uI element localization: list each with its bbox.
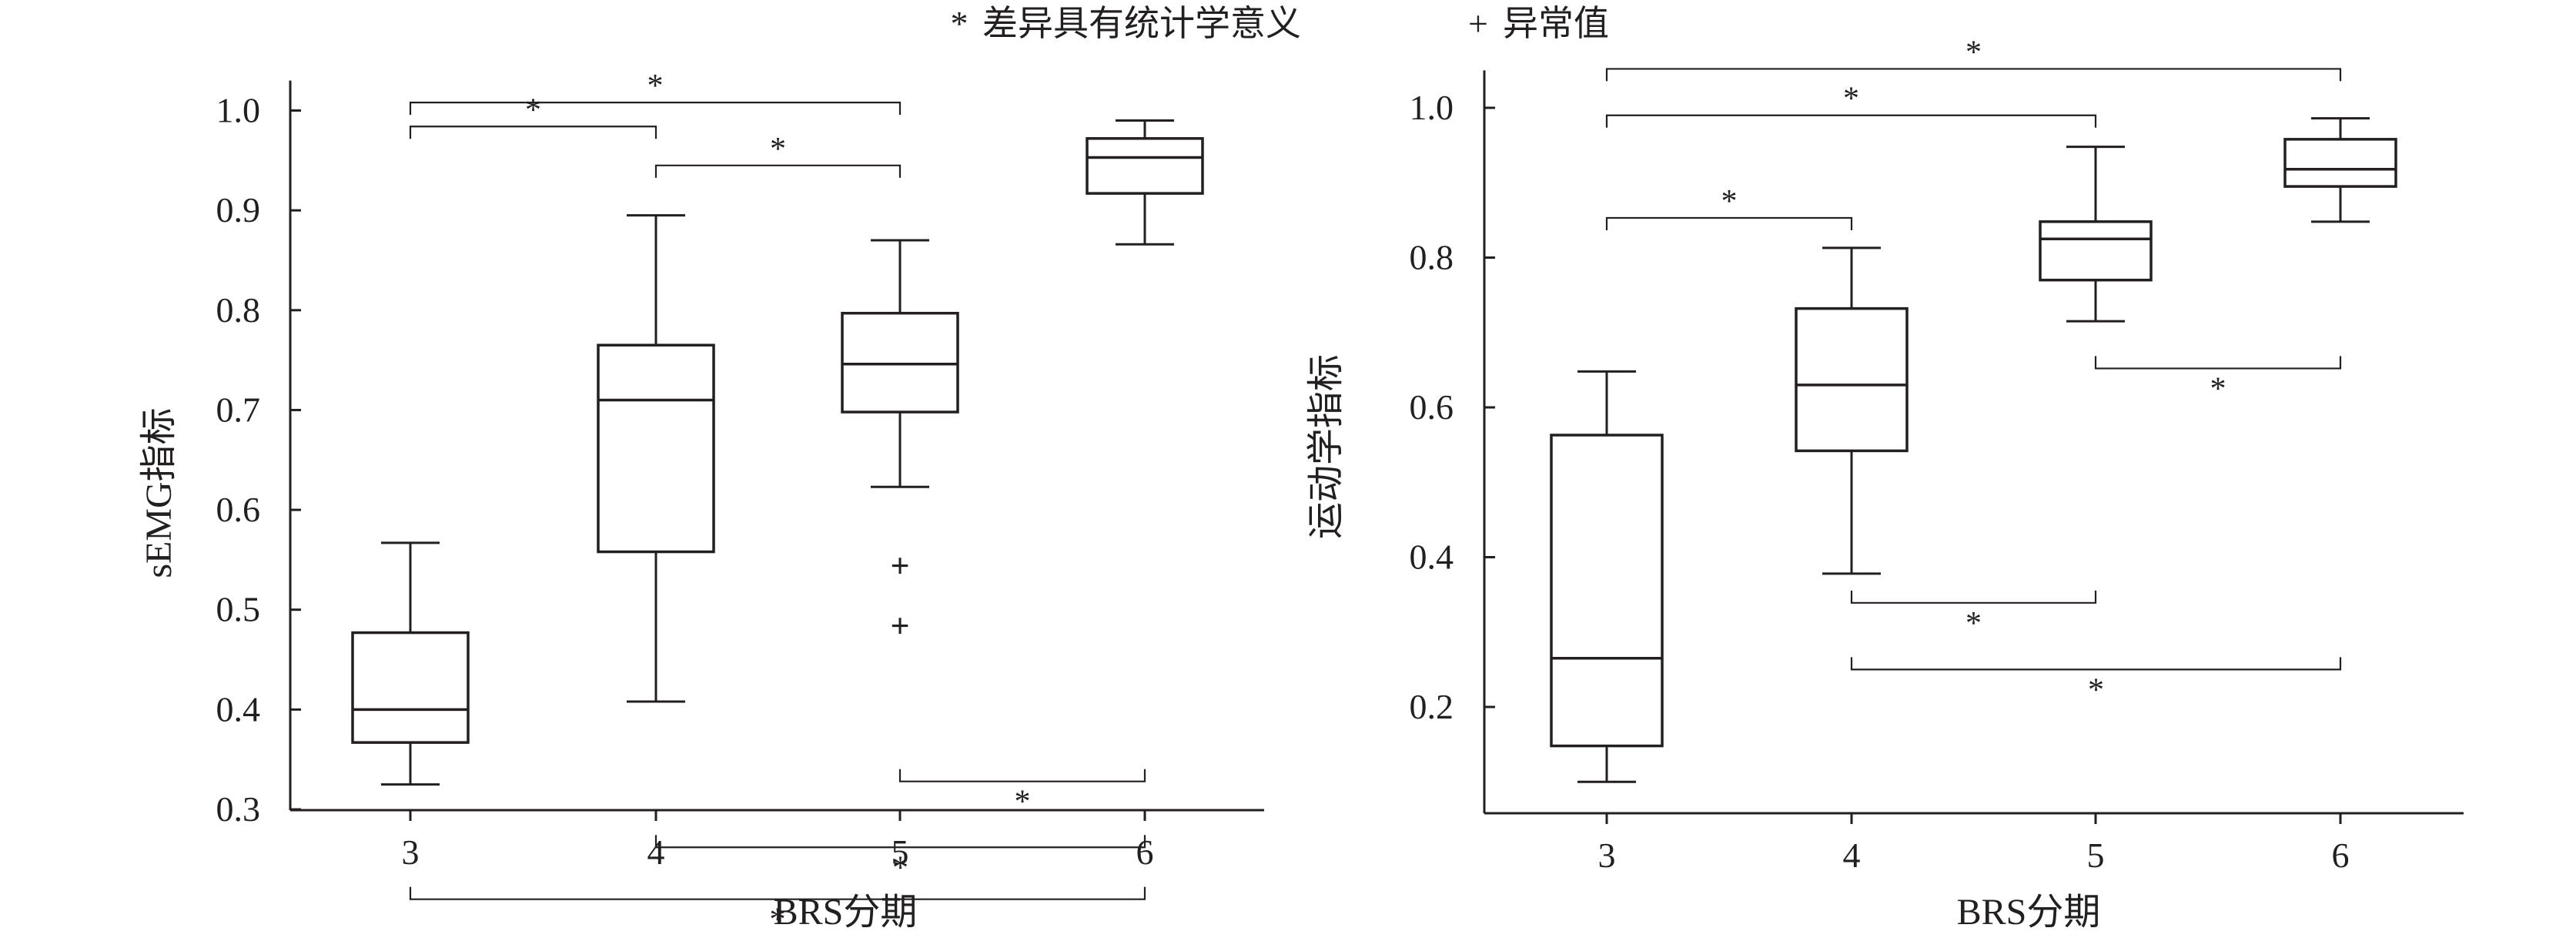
x-tick-label: 4	[647, 832, 665, 872]
y-tick-label: 0.5	[216, 590, 261, 629]
box-plot-4	[597, 214, 715, 703]
bracket-line	[409, 102, 902, 116]
iqr-box	[2283, 138, 2397, 188]
legend-sig-text: 差异具有统计学意义	[982, 4, 1301, 43]
y-tick-label: 1.0	[216, 91, 261, 130]
significance-star: *	[2088, 672, 2104, 708]
x-tick-label: 5	[892, 832, 909, 872]
x-tick-label: 3	[402, 832, 420, 872]
box-plot-5	[2039, 146, 2153, 323]
significance-bracket: *	[409, 69, 902, 116]
significance-bracket: *	[1605, 82, 2097, 128]
y-axis-label: sEMG指标	[139, 407, 179, 578]
x-tick-label: 4	[1843, 836, 1861, 875]
significance-bracket: *	[409, 92, 657, 139]
y-tick-label: 0.8	[216, 290, 261, 330]
y-tick-label: 1.0	[1410, 88, 1454, 127]
y-tick-label: 0.6	[1410, 387, 1454, 427]
chart-panel-semg: BRS分期 sEMG指标 0.3 0.4 0.5 0.6 0.7 0.8 0.9 1.0 3 4 5…	[139, 69, 1264, 938]
significance-star: *	[525, 92, 541, 128]
significance-bracket: *	[1605, 184, 1853, 230]
y-tick-label: 0.2	[1410, 687, 1454, 726]
legend-outlier-symbol: +	[1468, 4, 1488, 43]
significance-bracket: *	[1850, 657, 2342, 708]
legend: * 差异具有统计学意义 + 异常值	[951, 4, 1610, 43]
y-tick-label: 0.6	[216, 490, 261, 529]
significance-bracket: *	[2094, 356, 2342, 407]
x-axis-label: BRS分期	[774, 892, 918, 933]
y-tick-label: 0.4	[216, 689, 261, 729]
y-tick-label: 0.4	[1410, 538, 1454, 577]
significance-star: *	[2210, 371, 2226, 407]
bracket-line	[898, 769, 1146, 782]
significance-star: *	[1843, 82, 1859, 117]
bracket-line	[409, 886, 1146, 900]
iqr-box	[2039, 220, 2153, 282]
significance-star: *	[647, 69, 664, 104]
y-tick-label: 0.8	[1410, 238, 1454, 277]
significance-star: *	[1965, 606, 1982, 641]
box-plot-5: ++	[841, 239, 959, 645]
x-tick-label: 6	[1136, 832, 1154, 872]
bracket-line	[654, 164, 902, 178]
legend-sig-symbol: *	[951, 4, 969, 43]
outlier-marker: +	[890, 607, 909, 645]
y-tick-label: 0.7	[216, 390, 261, 429]
bracket-line	[1605, 216, 1853, 230]
box-plot-6	[2283, 117, 2397, 223]
box-plot-3	[1550, 370, 1664, 783]
x-tick-label: 5	[2087, 836, 2105, 875]
bracket-line	[654, 835, 1146, 849]
significance-star: *	[1965, 35, 1982, 70]
significance-bracket: *	[654, 132, 902, 178]
significance-bracket: *	[409, 886, 1146, 938]
x-axis-label: BRS分期	[1957, 892, 2101, 933]
bracket-line	[1850, 590, 2097, 604]
box-plot-6	[1086, 119, 1204, 246]
significance-bracket: *	[1605, 35, 2342, 82]
significance-star: *	[770, 903, 786, 938]
box-plot-4	[1795, 246, 1909, 575]
y-tick-label: 0.3	[216, 789, 261, 829]
x-tick-label: 6	[2332, 836, 2350, 875]
bracket-line	[1850, 657, 2342, 671]
x-tick-label: 3	[1598, 836, 1616, 875]
bracket-line	[409, 126, 657, 139]
iqr-box	[597, 343, 715, 554]
y-axis-label: 运动学指标	[1306, 354, 1347, 539]
significance-star: *	[892, 850, 908, 886]
legend-outlier-text: 异常值	[1503, 4, 1609, 43]
iqr-box	[1795, 307, 1909, 453]
iqr-box	[351, 631, 470, 744]
significance-bracket: *	[898, 769, 1146, 820]
chart-panel-kinematics: BRS分期 运动学指标 0.2 0.4 0.6 0.8 1.0 3 4 5 6 * * * * * *	[1306, 35, 2464, 933]
bracket-line	[1605, 114, 2097, 128]
box-plot-3	[351, 541, 470, 786]
significance-bracket: *	[654, 835, 1146, 886]
y-tick-label: 0.9	[216, 190, 261, 229]
significance-star: *	[1721, 184, 1738, 219]
bracket-line	[2094, 356, 2342, 370]
significance-star: *	[1015, 785, 1031, 820]
significance-bracket: *	[1850, 590, 2097, 641]
iqr-box	[1086, 137, 1204, 195]
outlier-marker: +	[890, 548, 909, 585]
bracket-line	[1605, 68, 2342, 82]
iqr-box	[841, 311, 959, 414]
significance-star: *	[770, 132, 786, 167]
iqr-box	[1550, 434, 1664, 748]
